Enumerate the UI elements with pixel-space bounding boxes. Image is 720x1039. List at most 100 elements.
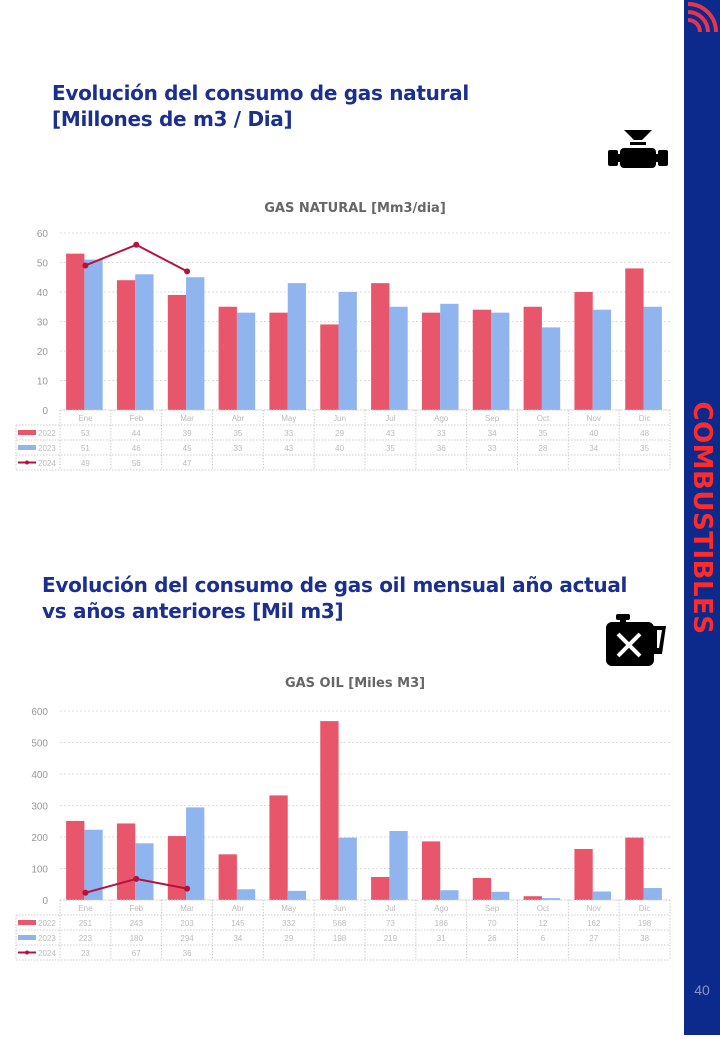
- table-cell: 33: [488, 444, 497, 453]
- title-line: Evolución del consumo de gas natural: [52, 81, 469, 105]
- month-label: May: [281, 904, 296, 913]
- table-cell: 251: [79, 919, 93, 928]
- gas-oil-chart: GAS OIL [Miles M3] 0 100 200 300 400 500 600 Ene…: [15, 676, 671, 961]
- point-2024-Mar: [184, 885, 191, 892]
- y-tick-label: 0: [42, 896, 48, 907]
- legend-marker: [25, 460, 29, 465]
- month-label: Abr: [232, 414, 245, 423]
- y-tick-label: 400: [31, 770, 48, 781]
- table-cell: 29: [335, 429, 344, 438]
- table-cell: 73: [386, 919, 395, 928]
- bar-2022-May: [269, 795, 288, 900]
- title-line: [Millones de m3 / Dia]: [52, 107, 293, 131]
- table-cell: 33: [233, 444, 242, 453]
- legend-label: 2022: [38, 919, 56, 928]
- bar-2023-Nov: [592, 309, 612, 410]
- point-2024-Ene: [82, 889, 89, 896]
- table-cell: 568: [333, 919, 347, 928]
- table-cell: 219: [384, 934, 398, 943]
- bar-2022-Jun: [320, 721, 339, 900]
- month-label: Jul: [385, 904, 395, 913]
- table-cell: 44: [132, 429, 141, 438]
- month-label: Ene: [78, 904, 93, 913]
- bar-2022-Ene: [66, 820, 85, 900]
- table-cell: 198: [333, 934, 347, 943]
- table-cell: 45: [183, 444, 192, 453]
- table-cell: 43: [386, 429, 395, 438]
- month-label: Jun: [333, 414, 346, 423]
- bar-2022-Feb: [116, 280, 136, 410]
- bar-2022-Sep: [472, 309, 492, 410]
- legend-swatch-2022: [18, 430, 36, 435]
- bar-2022-Sep: [472, 877, 492, 900]
- table-cell: 145: [231, 919, 245, 928]
- table-cell: 49: [81, 459, 90, 468]
- bar-2023-May: [287, 890, 307, 900]
- bar-2022-Ago: [421, 312, 441, 410]
- bar-2023-Mar: [186, 277, 205, 410]
- legend-label: 2024: [38, 459, 56, 468]
- bar-2023-Dic: [643, 888, 662, 900]
- table-cell: 34: [589, 444, 598, 453]
- bar-2022-Abr: [218, 854, 237, 900]
- table-cell: 31: [437, 934, 446, 943]
- y-tick-label: 10: [37, 377, 49, 388]
- page-number: 40: [694, 982, 710, 998]
- table-cell: 243: [130, 919, 144, 928]
- month-label: Mar: [180, 414, 194, 423]
- table-cell: 43: [284, 444, 293, 453]
- bar-2023-Ene: [84, 829, 103, 900]
- bar-2023-Ago: [440, 890, 459, 900]
- table-cell: 332: [282, 919, 296, 928]
- table-cell: 35: [538, 429, 547, 438]
- legend-label: 2022: [38, 429, 56, 438]
- bar-2023-Oct: [541, 327, 561, 410]
- table-cell: 39: [183, 429, 192, 438]
- table-cell: 35: [233, 429, 242, 438]
- bar-2022-Mar: [167, 836, 187, 900]
- bar-2022-Nov: [574, 292, 593, 410]
- bar-2022-Jun: [320, 324, 339, 410]
- y-tick-label: 30: [37, 318, 49, 329]
- bar-2023-Ene: [84, 259, 103, 410]
- month-label: Jul: [385, 414, 395, 423]
- bar-2022-Nov: [574, 848, 593, 900]
- month-label: Oct: [537, 904, 550, 913]
- y-tick-label: 500: [31, 739, 48, 750]
- table-cell: 35: [640, 444, 649, 453]
- legend-swatch-2023: [18, 445, 36, 450]
- bar-2022-Ene: [66, 253, 85, 410]
- table-cell: 33: [284, 429, 293, 438]
- bar-2023-Jul: [389, 831, 408, 900]
- bar-2022-Feb: [116, 823, 136, 900]
- bar-2023-Feb: [135, 274, 154, 410]
- table-cell: 38: [640, 934, 649, 943]
- bar-2023-Jul: [389, 306, 408, 410]
- month-label: Oct: [537, 414, 550, 423]
- table-cell: 203: [180, 919, 194, 928]
- bar-2023-Ago: [440, 303, 459, 410]
- point-2024-Feb: [133, 875, 140, 882]
- bar-2023-Mar: [186, 807, 205, 900]
- table-cell: 162: [587, 919, 601, 928]
- bar-2023-Sep: [491, 312, 510, 410]
- bar-2022-Jul: [371, 283, 390, 410]
- month-label: Sep: [485, 414, 500, 423]
- bar-2022-Mar: [167, 294, 187, 410]
- table-cell: 12: [538, 919, 547, 928]
- bar-2023-Dic: [643, 306, 662, 410]
- table-cell: 36: [437, 444, 446, 453]
- title-line: Evolución del consumo de gas oil mensual…: [42, 573, 628, 597]
- table-cell: 180: [130, 934, 144, 943]
- y-tick-label: 200: [31, 833, 48, 844]
- table-cell: 34: [488, 429, 497, 438]
- y-tick-label: 300: [31, 802, 48, 813]
- table-cell: 40: [335, 444, 344, 453]
- section-title-gas-natural: Evolución del consumo de gas natural [Mi…: [52, 80, 469, 132]
- sidebar: [684, 0, 720, 1035]
- legend-label: 2024: [38, 949, 56, 958]
- chart-title: GAS NATURAL [Mm3/dia]: [264, 201, 446, 216]
- bar-2022-Abr: [218, 306, 237, 410]
- bar-2023-Feb: [135, 843, 154, 900]
- point-2024-Feb: [133, 241, 140, 248]
